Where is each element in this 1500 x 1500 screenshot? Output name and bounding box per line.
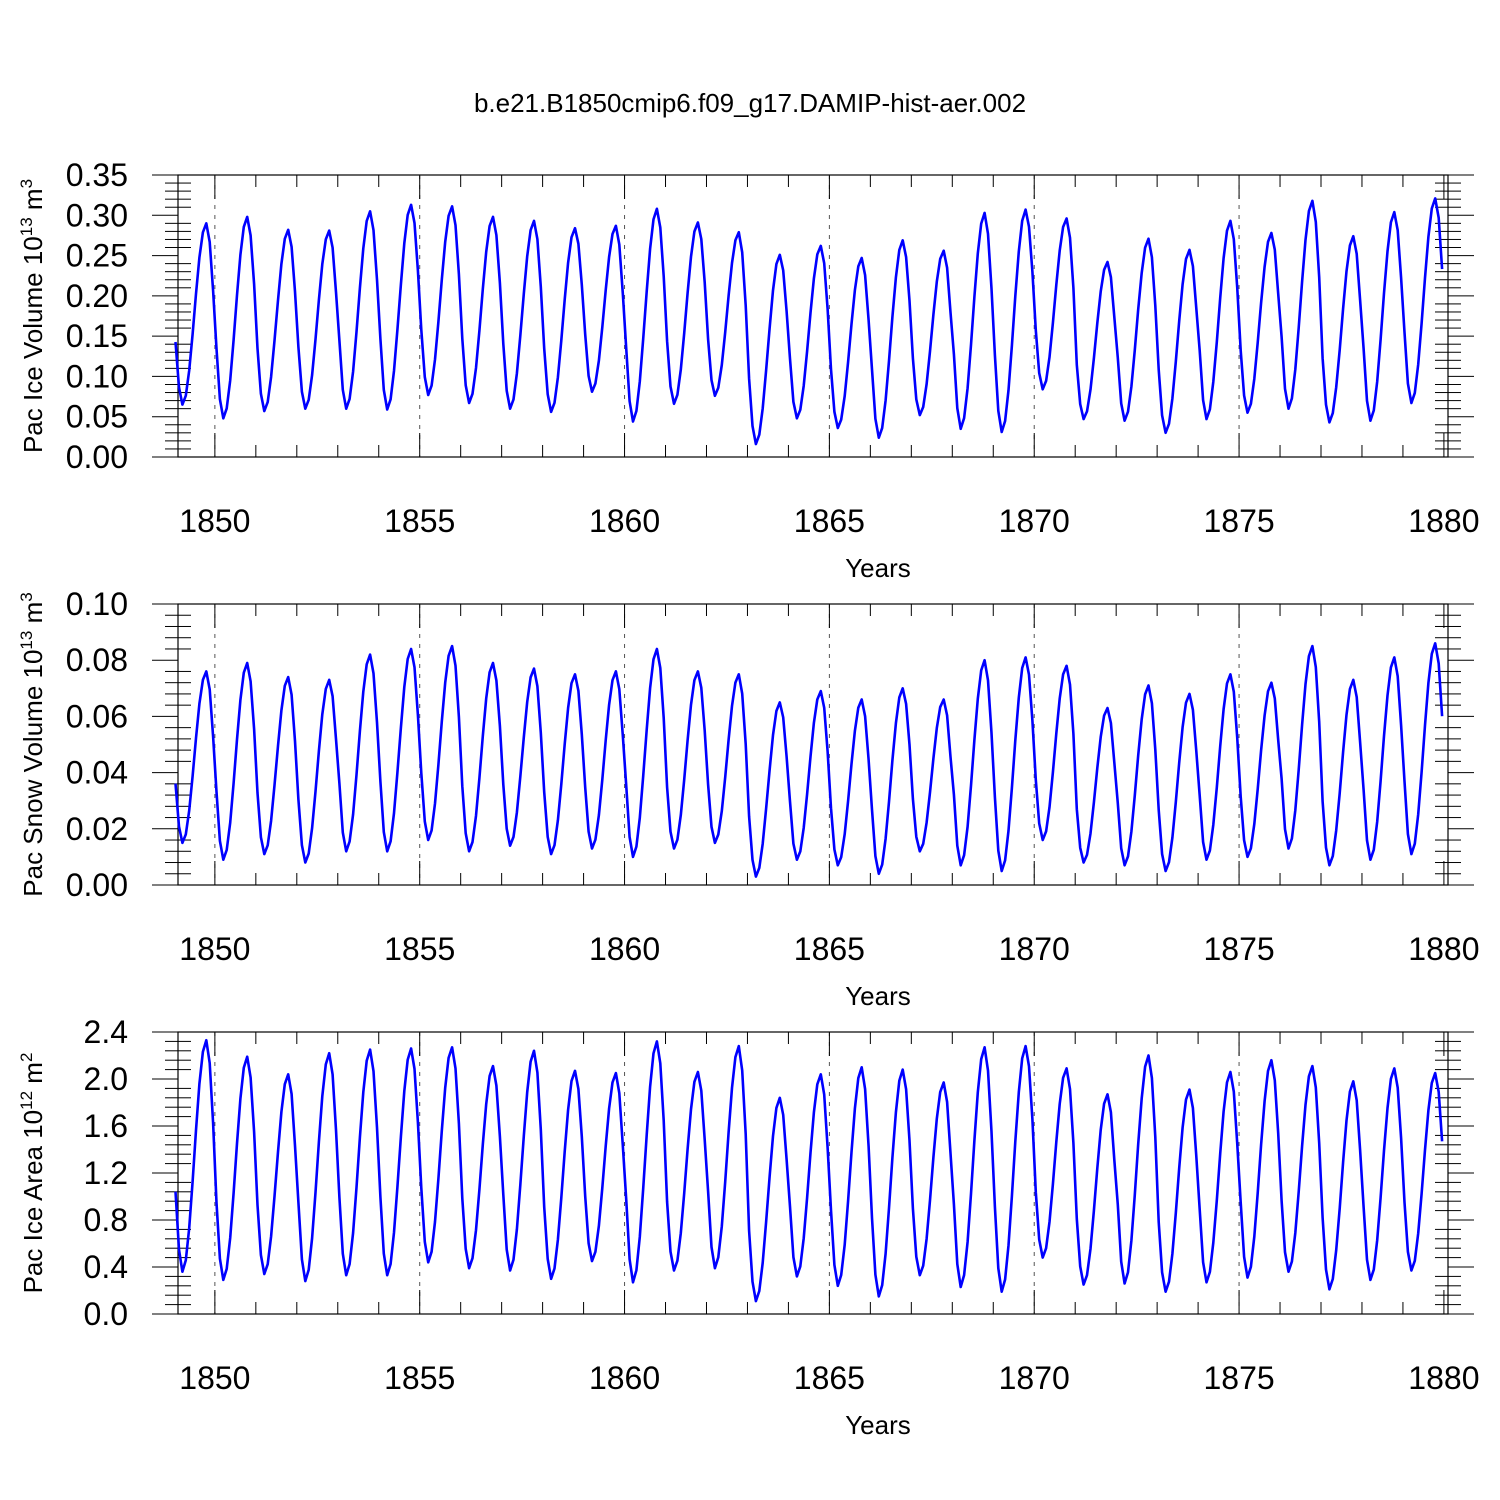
y-tick-label: 0.05	[66, 399, 128, 435]
y-tick-label: 2.4	[84, 1014, 128, 1050]
y-tick-label: 0.06	[66, 698, 128, 734]
y-tick-label: 0.30	[66, 197, 128, 233]
y-tick-label: 0.10	[66, 586, 128, 622]
x-tick-label: 1875	[1203, 931, 1274, 967]
panels: 1850 1855 1860 1865 1870 1875 1880 0.00 0.05 0.10…	[17, 157, 1479, 1440]
x-tick-label: 1880	[1408, 931, 1479, 967]
x-tick-label: 1855	[384, 1360, 455, 1396]
x-tick-label: 1880	[1408, 1360, 1479, 1396]
plot-frame	[177, 1031, 1449, 1315]
y-tick-label: 0.25	[66, 238, 128, 274]
x-tick-label: 1850	[179, 1360, 250, 1396]
x-tick-label: 1855	[384, 503, 455, 539]
y-tick-label: 0.4	[84, 1249, 128, 1285]
x-tick-label: 1860	[589, 931, 660, 967]
panel-pac-ice-area: 1850 1855 1860 1865 1870 1875 1880 0.0 0.4 0.8 1.2…	[17, 1014, 1479, 1440]
y-tick-label: 1.2	[84, 1155, 128, 1191]
y-tick-label: 0.35	[66, 157, 128, 193]
x-tick-label: 1870	[999, 503, 1070, 539]
x-tick-label: 1865	[794, 503, 865, 539]
y-tick-label: 0.02	[66, 811, 128, 847]
y-axis-label: Pac Snow Volume 1013 m3	[17, 592, 48, 896]
y-tick-label: 0.00	[66, 439, 128, 475]
y-tick-label: 0.15	[66, 318, 128, 354]
x-tick-label: 1860	[589, 503, 660, 539]
y-tick-label: 0.00	[66, 867, 128, 903]
y-tick-label: 0.0	[84, 1296, 128, 1332]
y-tick-label: 0.10	[66, 358, 128, 394]
plot-frame	[177, 603, 1449, 886]
y-tick-label: 0.8	[84, 1202, 128, 1238]
series-line	[174, 1038, 1444, 1303]
x-tick-label: 1865	[794, 931, 865, 967]
series-line	[174, 197, 1444, 446]
x-axis-label: Years	[845, 1410, 911, 1440]
y-tick-label: 0.20	[66, 278, 128, 314]
y-tick-label: 1.6	[84, 1108, 128, 1144]
x-tick-label: 1850	[179, 931, 250, 967]
figure-title: b.e21.B1850cmip6.f09_g17.DAMIP-hist-aer.…	[474, 88, 1026, 118]
x-tick-label: 1880	[1408, 503, 1479, 539]
x-tick-label: 1855	[384, 931, 455, 967]
y-axis-label: Pac Ice Area 1012 m2	[17, 1053, 48, 1294]
x-axis-label: Years	[845, 981, 911, 1011]
x-tick-label: 1870	[999, 1360, 1070, 1396]
x-tick-label: 1875	[1203, 1360, 1274, 1396]
x-tick-label: 1860	[589, 1360, 660, 1396]
y-tick-label: 0.08	[66, 642, 128, 678]
x-axis-label: Years	[845, 553, 911, 583]
panel-pac-snow-volume: 1850 1855 1860 1865 1870 1875 1880 0.00 0.02 0.04…	[17, 586, 1479, 1011]
panel-pac-ice-volume: 1850 1855 1860 1865 1870 1875 1880 0.00 0.05 0.10…	[17, 157, 1479, 583]
x-tick-label: 1865	[794, 1360, 865, 1396]
x-tick-label: 1850	[179, 503, 250, 539]
x-tick-label: 1875	[1203, 503, 1274, 539]
series-line	[174, 642, 1444, 878]
y-tick-label: 0.04	[66, 755, 128, 791]
y-tick-label: 2.0	[84, 1061, 128, 1097]
x-tick-label: 1870	[999, 931, 1070, 967]
y-axis-label: Pac Ice Volume 1013 m3	[17, 179, 48, 453]
plot-frame	[177, 174, 1449, 458]
